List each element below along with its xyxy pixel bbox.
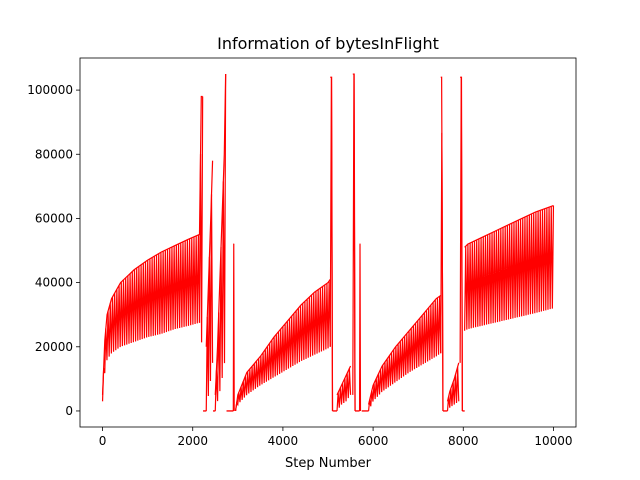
y-tick-label: 0 <box>65 404 73 418</box>
series-line-segment <box>214 74 227 411</box>
series-upper-envelope <box>330 76 334 411</box>
x-tick-label: 6000 <box>358 434 389 448</box>
axes: 0 2000 4000 6000 8000 10000020000400006000080… <box>27 57 577 448</box>
x-tick-label: 10000 <box>534 434 572 448</box>
series-line-segment <box>358 244 362 411</box>
y-tick-label: 40000 <box>35 276 73 290</box>
series-line-segment <box>464 205 555 331</box>
series-line-segment <box>198 96 204 343</box>
series-upper-envelope <box>464 205 554 248</box>
series-line-segment <box>101 234 201 402</box>
series-upper-envelope <box>101 233 200 395</box>
y-tick-label: 80000 <box>35 147 73 161</box>
y-tick-label: 60000 <box>35 211 73 225</box>
series-upper-envelope <box>214 74 227 395</box>
series-upper-envelope <box>198 95 203 235</box>
x-tick-label: 2000 <box>177 434 208 448</box>
x-tick-label: 8000 <box>448 434 479 448</box>
series-upper-envelope <box>234 279 331 412</box>
series-upper-envelope <box>205 160 214 347</box>
series-upper-envelope <box>352 73 356 411</box>
x-tick-label: 4000 <box>268 434 299 448</box>
series-line-segment <box>232 244 235 411</box>
x-axis-label: Step Number <box>285 456 372 471</box>
chart-title: Information of bytesInFlight <box>217 34 439 53</box>
y-tick-label: 20000 <box>35 340 73 354</box>
y-tick-label: 100000 <box>27 83 73 97</box>
series-line-segment <box>336 368 352 411</box>
series-upper-envelope <box>460 76 463 411</box>
series-upper-envelope <box>440 76 444 411</box>
series-upper-envelope <box>336 365 352 396</box>
x-tick-label: 0 <box>99 434 107 448</box>
plot-frame <box>79 57 577 428</box>
plot-data <box>101 73 555 412</box>
series-upper-envelope <box>367 294 442 405</box>
series-upper-envelope <box>446 362 460 402</box>
